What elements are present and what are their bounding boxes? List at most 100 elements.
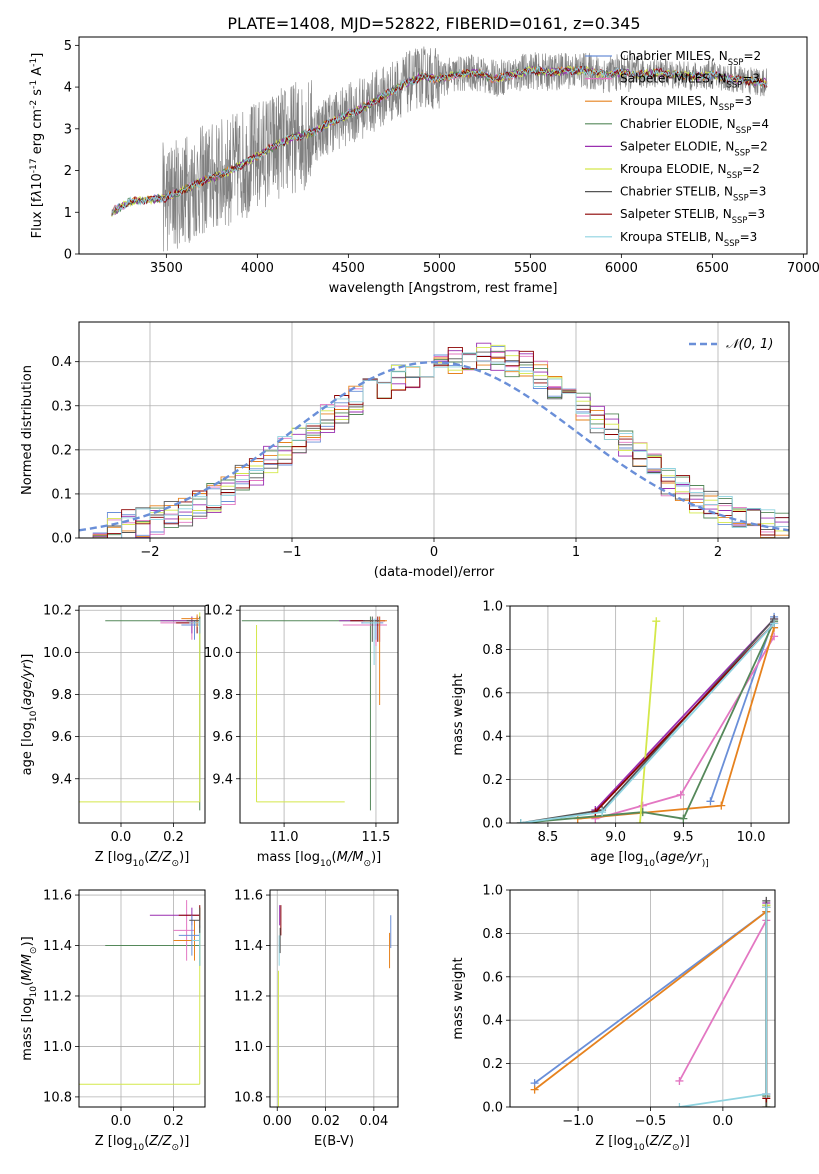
y-tick-label: 9.8 xyxy=(212,688,233,703)
x-tick-label: 9.5 xyxy=(673,830,694,845)
x-tick-label: 4000 xyxy=(241,261,274,276)
weight-marker xyxy=(762,1089,771,1098)
axes-frame xyxy=(78,889,206,1108)
chart-residuals: −2 −1 0 1 2 0.0 0.1 0.2 0.3 0.4 (data-model)/error… xyxy=(20,321,790,580)
spectrum-legend: Chabrier MILES, NSSP=2 Salpeter MILES, NS… xyxy=(585,49,769,248)
legend-subscript: SSP xyxy=(719,102,735,112)
y-tick-label: 10.8 xyxy=(43,1090,72,1105)
label-part: Z [log xyxy=(95,850,133,865)
axes-frame xyxy=(509,605,790,824)
legend-name: Kroupa MILES, N xyxy=(620,94,719,108)
y-tick-label: 1.0 xyxy=(482,600,503,615)
label-part: mass [log xyxy=(20,998,35,1061)
y-axis-label: mass [log10(M/M⊙)] xyxy=(20,936,39,1060)
y-axis-label: Normed distribution xyxy=(20,365,35,495)
y-tick-label: 9.6 xyxy=(51,730,72,745)
x-tick-label: 1 xyxy=(572,545,580,560)
x-tick-label: 0.00 xyxy=(263,1114,292,1129)
x-tick-label: 0.0 xyxy=(111,830,132,845)
legend-nssp: =3 xyxy=(747,207,765,221)
label-part: -2 xyxy=(29,100,39,109)
legend-nssp: =4 xyxy=(751,117,769,131)
chart-age_vs_mass: 11.0 11.5 9.4 9.6 9.8 10.0 10.2 mass [log10(M/M… xyxy=(204,604,399,869)
label-part: M/M xyxy=(20,954,35,981)
label-part: ( xyxy=(332,850,337,865)
legend-entry: Salpeter MILES, NSSP=3 xyxy=(620,72,760,90)
x-axis-label: Z [log10(Z/Z⊙)] xyxy=(95,1134,190,1153)
label-part: -1 xyxy=(29,58,39,67)
x-axis-label: Z [log10(Z/Z⊙)] xyxy=(595,1134,690,1153)
weight-marker xyxy=(530,1085,539,1094)
label-part: Z [log xyxy=(95,1134,133,1149)
legend-entry: Chabrier STELIB, NSSP=3 xyxy=(620,185,766,203)
legend-subscript: SSP xyxy=(733,193,749,203)
label-part: -17 xyxy=(29,158,39,173)
plot-area xyxy=(79,900,201,1085)
y-tick-label: 0.0 xyxy=(482,817,503,832)
chart-mass_vs_Z: 0.0 0.210.811.011.211.411.6Z [log10(Z/Z⊙)… xyxy=(20,889,206,1153)
label-part: Z/Z xyxy=(148,1134,172,1149)
label-part: )] xyxy=(179,850,189,865)
x-tick-label: 2 xyxy=(714,545,722,560)
x-tick-label: 9.0 xyxy=(605,830,626,845)
model-spectrum-line xyxy=(111,65,768,217)
y-tick-label: 11.0 xyxy=(43,1040,72,1055)
x-tick-label: −2 xyxy=(140,545,159,560)
weight-marker xyxy=(762,1103,771,1107)
model-spectrum-line xyxy=(111,65,768,214)
y-tick-label: 10.2 xyxy=(43,604,72,619)
legend-subscript: SSP xyxy=(732,215,748,225)
label-part: A xyxy=(30,67,45,80)
label-part: mass [log xyxy=(257,850,320,865)
y-tick-label: 0.4 xyxy=(51,355,72,370)
y-tick-label: 11.6 xyxy=(43,889,72,904)
y-tick-label: 9.4 xyxy=(51,772,72,787)
legend-entry: Chabrier ELODIE, NSSP=4 xyxy=(620,117,769,135)
y-tick-label: 0.2 xyxy=(51,443,72,458)
label-part: 10 xyxy=(643,859,655,869)
x-tick-label: 0 xyxy=(430,545,438,560)
label-part: 10 xyxy=(320,859,332,869)
label-part: ( xyxy=(655,850,660,865)
weight-marker xyxy=(762,903,771,912)
y-tick-label: 0.0 xyxy=(51,532,72,547)
label-part: Z [log xyxy=(595,1134,633,1149)
weight-marker xyxy=(516,819,525,823)
histogram-step xyxy=(79,352,789,538)
plot-area xyxy=(241,616,387,811)
chart-spectrum: 3500 4000 4500 5000 5500 6000 6500 7000 0 1 2 3 4 5 wa… xyxy=(29,36,819,296)
label-part: ⊙ xyxy=(29,946,39,954)
y-tick-label: 0.0 xyxy=(482,1101,503,1116)
label-part: )] xyxy=(371,850,381,865)
legend-entry: Kroupa STELIB, NSSP=3 xyxy=(620,230,757,248)
legend-entry: Chabrier MILES, NSSP=2 xyxy=(620,49,761,67)
weight-marker xyxy=(598,808,607,817)
label-part: 10 xyxy=(29,986,39,998)
label-part: age/yr xyxy=(660,850,703,865)
y-tick-label: 11.0 xyxy=(234,1040,263,1055)
axes-frame xyxy=(509,889,776,1108)
legend-nssp: =3 xyxy=(734,94,752,108)
label-part: 10 xyxy=(133,859,145,869)
y-tick-label: 9.8 xyxy=(51,688,72,703)
label-part: λ xyxy=(30,190,45,199)
weight-marker xyxy=(675,1076,684,1085)
x-tick-label: 0.02 xyxy=(311,1114,340,1129)
weight-line xyxy=(678,919,768,1082)
x-tick-label: 4500 xyxy=(332,261,365,276)
legend-nssp: =2 xyxy=(750,139,768,153)
x-tick-label: 0.2 xyxy=(163,1114,184,1129)
label-part: s xyxy=(30,89,45,100)
legend-subscript: SSP xyxy=(736,125,752,135)
y-tick-label: 0.2 xyxy=(482,773,503,788)
x-axis-label: Z [log10(Z/Z⊙)] xyxy=(95,850,190,869)
y-tick-label: 0.6 xyxy=(482,686,503,701)
x-tick-label: 11.0 xyxy=(270,830,299,845)
y-tick-label: 4 xyxy=(64,81,72,96)
chart-weight_vs_age: 8.5 9.0 9.5 10.0 0.0 0.2 0.4 0.6 0.8 1.0 age [log1… xyxy=(451,600,790,869)
axes-frame xyxy=(269,889,399,1108)
y-tick-label: 0 xyxy=(64,248,72,263)
label-part: 10 xyxy=(133,1143,145,1153)
